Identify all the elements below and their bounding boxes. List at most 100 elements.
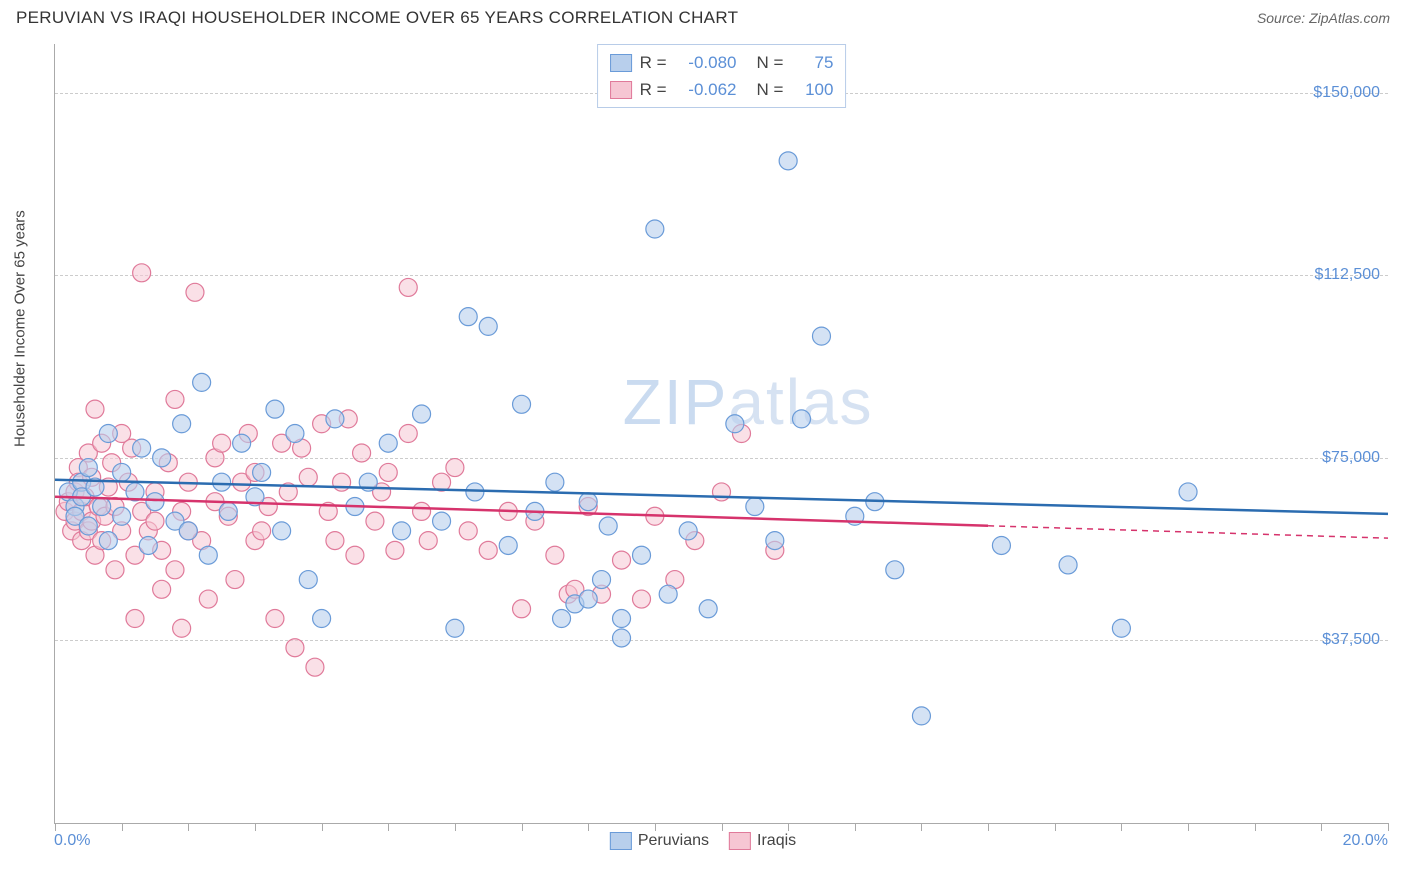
data-point [186, 283, 204, 301]
x-tick [1321, 823, 1322, 831]
data-point [792, 410, 810, 428]
data-point [646, 220, 664, 238]
x-tick [388, 823, 389, 831]
x-tick [1388, 823, 1389, 831]
data-point [546, 546, 564, 564]
data-point [713, 483, 731, 501]
x-tick [588, 823, 589, 831]
legend-swatch [610, 832, 632, 850]
data-point [99, 532, 117, 550]
data-point [286, 425, 304, 443]
legend-swatch [729, 832, 751, 850]
chart-title: PERUVIAN VS IRAQI HOUSEHOLDER INCOME OVE… [16, 8, 738, 28]
data-point [679, 522, 697, 540]
data-point [233, 434, 251, 452]
data-point [1112, 619, 1130, 637]
data-point [326, 532, 344, 550]
x-tick [455, 823, 456, 831]
data-point [599, 517, 617, 535]
data-point [299, 571, 317, 589]
chart-container: Householder Income Over 65 years ZIPatla… [16, 32, 1390, 862]
data-point [133, 264, 151, 282]
data-point [399, 278, 417, 296]
data-point [513, 600, 531, 618]
data-point [766, 532, 784, 550]
data-point [153, 580, 171, 598]
r-label: R = [640, 49, 667, 76]
data-point [513, 395, 531, 413]
data-point [992, 536, 1010, 554]
series-swatch [610, 54, 632, 72]
x-tick [55, 823, 56, 831]
stats-box: R =-0.080N =75R =-0.062N =100 [597, 44, 847, 108]
data-point [446, 459, 464, 477]
data-point [812, 327, 830, 345]
data-point [633, 546, 651, 564]
data-point [613, 610, 631, 628]
data-point [446, 619, 464, 637]
data-point [613, 629, 631, 647]
data-point [93, 498, 111, 516]
data-point [413, 405, 431, 423]
scatter-svg [55, 44, 1388, 823]
data-point [153, 449, 171, 467]
n-label: N = [757, 76, 784, 103]
data-point [146, 512, 164, 530]
data-point [659, 585, 677, 603]
data-point [433, 512, 451, 530]
data-point [313, 610, 331, 628]
x-tick [921, 823, 922, 831]
data-point [219, 502, 237, 520]
x-tick [322, 823, 323, 831]
data-point [726, 415, 744, 433]
data-point [306, 658, 324, 676]
data-point [253, 522, 271, 540]
data-point [166, 561, 184, 579]
r-value: -0.080 [675, 49, 737, 76]
data-point [193, 373, 211, 391]
x-tick [1188, 823, 1189, 831]
data-point [459, 522, 477, 540]
x-tick [788, 823, 789, 831]
plot-area: ZIPatlas R =-0.080N =75R =-0.062N =100 $… [54, 44, 1388, 824]
data-point [593, 571, 611, 589]
data-point [379, 434, 397, 452]
y-tick-label: $150,000 [1313, 84, 1380, 102]
trend-line-extrapolated [988, 526, 1388, 538]
data-point [299, 468, 317, 486]
legend: Peruvians Iraqis [610, 832, 796, 850]
data-point [699, 600, 717, 618]
x-tick [655, 823, 656, 831]
data-point [113, 463, 131, 481]
data-point [213, 473, 231, 491]
n-value: 75 [791, 49, 833, 76]
data-point [199, 590, 217, 608]
data-point [466, 483, 484, 501]
data-point [633, 590, 651, 608]
data-point [113, 507, 131, 525]
x-tick [188, 823, 189, 831]
data-point [886, 561, 904, 579]
y-tick-label: $112,500 [1314, 266, 1380, 284]
legend-item: Peruvians [610, 832, 709, 850]
data-point [79, 517, 97, 535]
x-axis-min-label: 0.0% [54, 832, 90, 850]
data-point [226, 571, 244, 589]
data-point [579, 590, 597, 608]
data-point [579, 493, 597, 511]
data-point [499, 536, 517, 554]
x-tick [122, 823, 123, 831]
data-point [106, 561, 124, 579]
data-point [86, 400, 104, 418]
data-point [346, 546, 364, 564]
x-tick [1255, 823, 1256, 831]
data-point [613, 551, 631, 569]
data-point [379, 463, 397, 481]
legend-label: Iraqis [757, 832, 796, 850]
data-point [912, 707, 930, 725]
stats-row: R =-0.080N =75 [610, 49, 834, 76]
data-point [99, 425, 117, 443]
data-point [253, 463, 271, 481]
data-point [199, 546, 217, 564]
data-point [173, 619, 191, 637]
